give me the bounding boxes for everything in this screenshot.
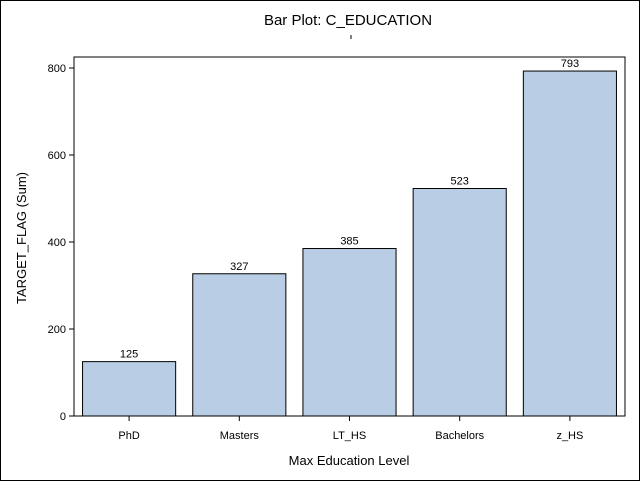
data-label: 327 [230, 261, 248, 273]
data-label: 793 [561, 58, 579, 70]
y-axis-label: TARGET_FLAG (Sum) [14, 172, 29, 304]
data-label: 385 [340, 236, 358, 248]
bar-masters [192, 273, 287, 417]
y-tick-label: 200 [48, 324, 66, 336]
bar-lt-hs [302, 248, 397, 417]
data-label: 523 [451, 175, 469, 187]
bar-bachelors [412, 187, 507, 417]
x-tick-label: LT_HS [333, 430, 366, 442]
y-axis-ticks: 0 200 400 600 800 [48, 63, 74, 423]
x-axis-label: Max Education Level [289, 453, 410, 468]
y-tick-label: 0 [60, 411, 66, 423]
data-label: 125 [120, 349, 138, 361]
x-tick-label: PhD [118, 430, 139, 442]
x-tick-label: Masters [220, 430, 260, 442]
y-tick-label: 800 [48, 63, 66, 75]
bars-group [82, 70, 617, 417]
chart-title: Bar Plot: C_EDUCATION [264, 12, 432, 29]
y-tick-label: 400 [48, 237, 66, 249]
bar-phd [82, 361, 177, 417]
x-tick-label: z_HS [556, 430, 583, 442]
y-tick-label: 600 [48, 150, 66, 162]
data-labels-group: 125 327 385 523 793 [120, 58, 579, 361]
x-axis-ticks: PhD Masters LT_HS Bachelors z_HS [118, 416, 583, 442]
bar-z-hs [522, 70, 617, 417]
x-tick-label: Bachelors [435, 430, 484, 442]
